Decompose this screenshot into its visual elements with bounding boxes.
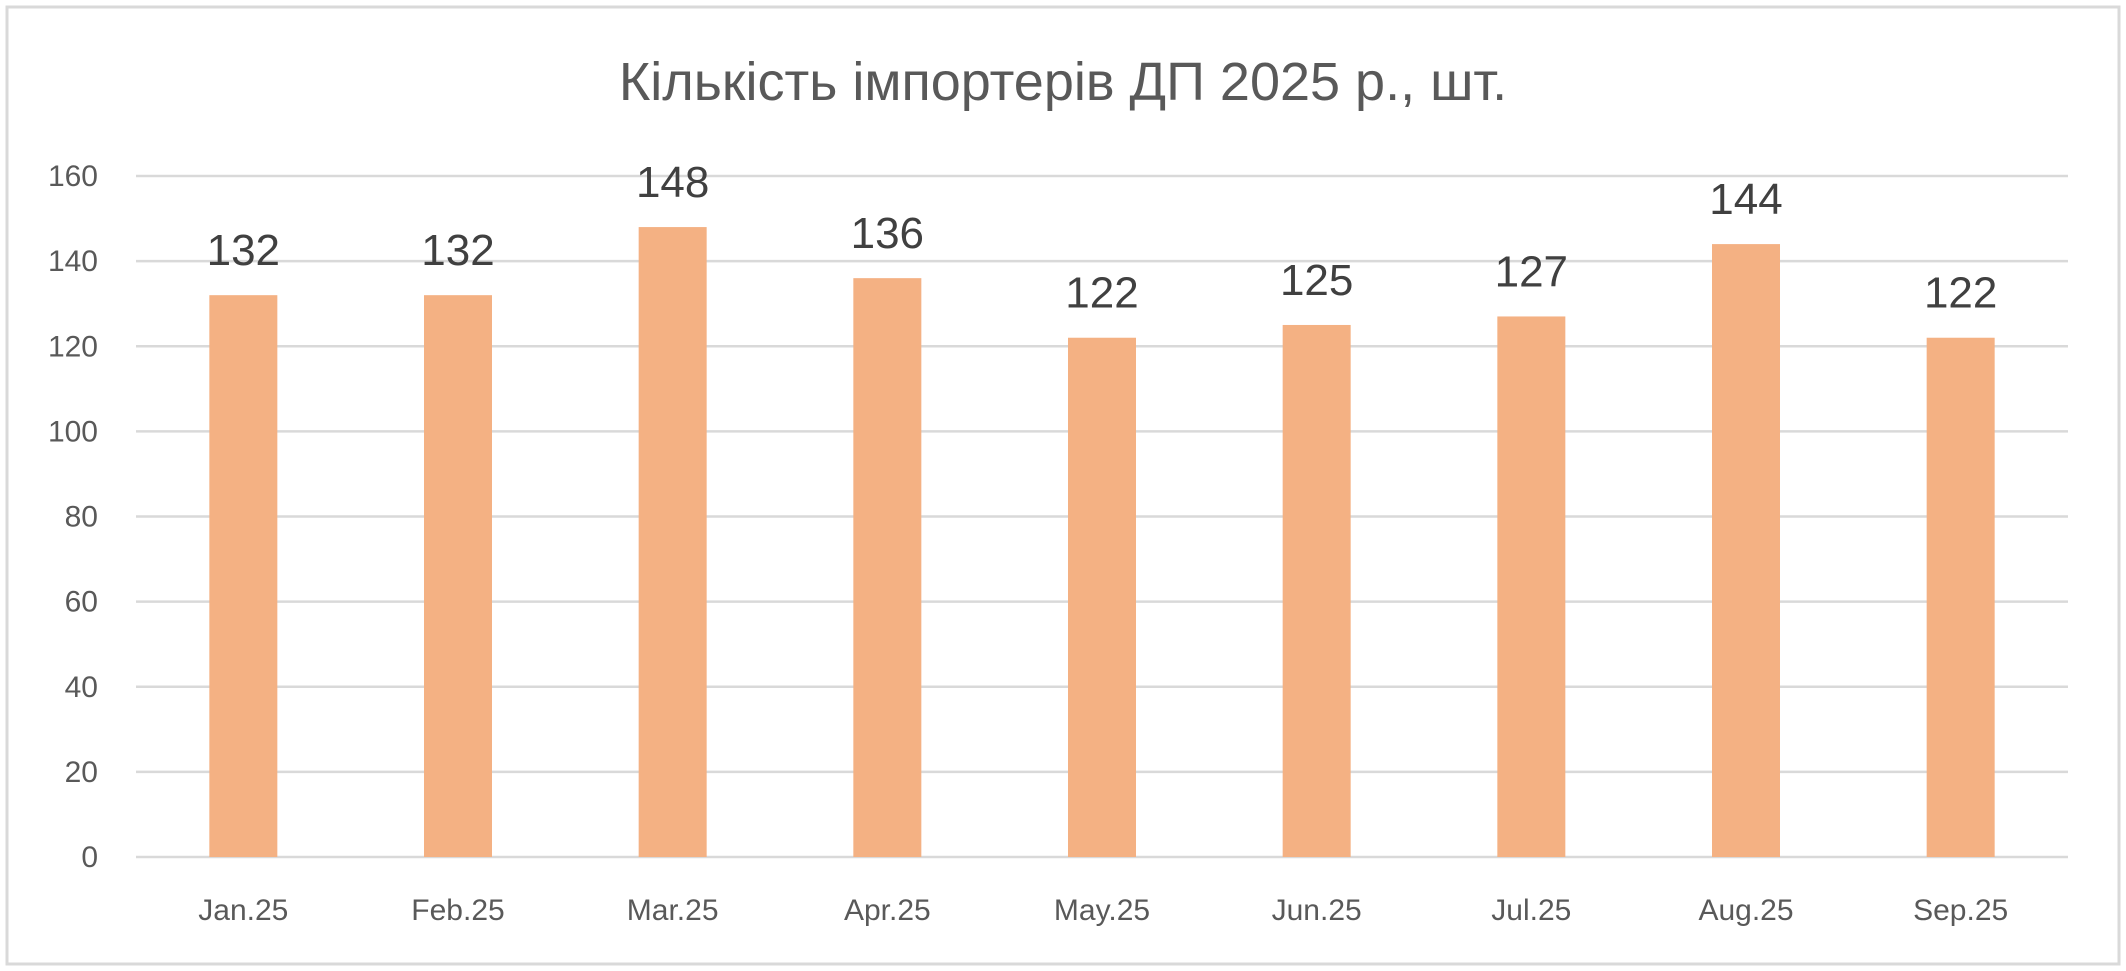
chart-title: Кількість імпортерів ДП 2025 р., шт. xyxy=(619,52,1507,112)
data-label: 148 xyxy=(636,158,709,207)
y-tick-label: 40 xyxy=(65,671,98,704)
x-axis-ticks: Jan.25 Feb.25 Mar.25 Apr.25 May.25 Jun.25 Jul.… xyxy=(198,894,2008,927)
x-tick-label: Apr.25 xyxy=(844,894,931,927)
bar xyxy=(1712,244,1780,858)
y-tick-label: 140 xyxy=(48,245,98,278)
data-label: 132 xyxy=(207,226,280,275)
data-label: 127 xyxy=(1495,247,1568,296)
bar xyxy=(209,295,278,857)
x-tick-label: Jun.25 xyxy=(1272,894,1362,927)
y-tick-label: 160 xyxy=(48,160,98,193)
data-label: 122 xyxy=(1065,269,1138,318)
x-tick-label: Aug.25 xyxy=(1698,894,1793,927)
x-tick-label: Jul.25 xyxy=(1491,894,1571,927)
data-label: 136 xyxy=(851,209,924,258)
y-axis-ticks: 0 20 40 60 80 100 120 140 160 xyxy=(48,160,98,874)
bar xyxy=(1068,337,1136,857)
y-tick-label: 0 xyxy=(81,841,98,874)
data-label: 144 xyxy=(1709,175,1782,224)
bar xyxy=(424,295,492,857)
chart-frame xyxy=(5,5,2121,966)
y-tick-label: 20 xyxy=(65,756,98,789)
y-tick-label: 60 xyxy=(65,586,98,619)
y-tick-label: 120 xyxy=(48,330,98,363)
bars xyxy=(209,227,1995,858)
bar xyxy=(1926,337,1995,857)
data-labels: 132 132 148 136 122 125 127 144 122 xyxy=(207,158,1998,318)
bar xyxy=(1497,316,1566,857)
data-label: 132 xyxy=(421,226,494,275)
y-tick-label: 80 xyxy=(65,501,98,534)
x-tick-label: May.25 xyxy=(1054,894,1150,927)
data-label: 122 xyxy=(1924,269,1997,318)
bar xyxy=(638,227,707,857)
x-tick-label: Mar.25 xyxy=(627,894,719,927)
x-tick-label: Jan.25 xyxy=(198,894,288,927)
bar xyxy=(853,278,922,857)
x-tick-label: Sep.25 xyxy=(1913,894,2008,927)
bar xyxy=(1282,324,1351,857)
data-label: 125 xyxy=(1280,256,1353,305)
y-tick-label: 100 xyxy=(48,415,98,448)
x-tick-label: Feb.25 xyxy=(411,894,504,927)
